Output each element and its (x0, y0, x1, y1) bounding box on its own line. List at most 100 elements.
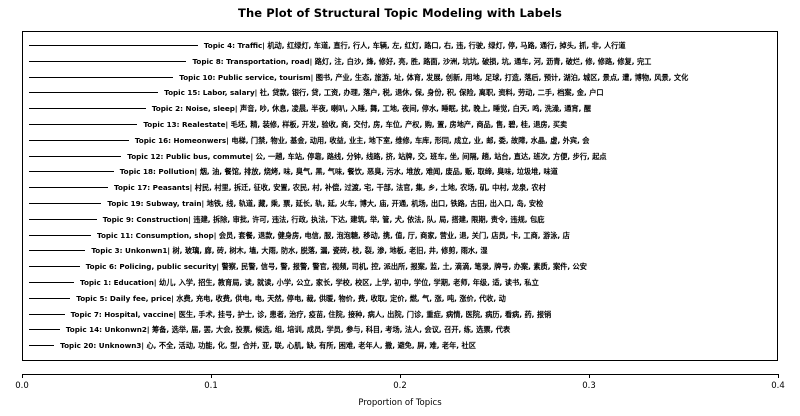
topic-keywords: 心, 不全, 活动, 功能, 化, 型, 合并, 亚, 联, 心肌, 缺, 有所… (146, 341, 476, 351)
topic-name: Topic 7: Hospital, vaccine| (70, 309, 179, 319)
topic-keywords: 水费, 充电, 收费, 供电, 电, 天然, 停电, 裁, 供暖, 物价, 费,… (176, 293, 506, 303)
topic-name: Topic 1: Education| (80, 278, 160, 287)
topic-row-label: Topic 20: Unknown3| 心, 不全, 活动, 功能, 化, 型,… (60, 338, 476, 353)
topic-keywords: 村民, 村里, 拆迁, 征收, 安置, 农民, 村, 补偿, 过渡, 宅, 干部… (194, 183, 546, 193)
topic-name: Topic 6: Policing, public security| (85, 262, 222, 272)
topic-row-label: Topic 4: Traffic| 机动, 红绿灯, 车道, 直行, 行人, 车… (204, 38, 626, 53)
topic-row: Topic 6: Policing, public security| 警察, … (23, 259, 777, 274)
topic-proportion-line (29, 313, 65, 315)
topic-proportion-line (29, 329, 60, 331)
x-axis-tick (778, 374, 779, 378)
topic-proportion-line (29, 108, 146, 110)
topic-row-label: Topic 7: Hospital, vaccine| 医生, 手术, 挂号, … (71, 307, 552, 322)
topic-keywords: 筹备, 选举, 届, 罢, 大会, 投票, 候选, 组, 培训, 成员, 学员,… (151, 325, 511, 335)
topic-row: Topic 13: Realestate| 毛坯, 精, 装修, 样板, 开发,… (23, 117, 777, 132)
topic-row: Topic 8: Transportation, road| 路灯, 注, 白沙… (23, 54, 777, 69)
topic-row-label: Topic 13: Realestate| 毛坯, 精, 装修, 样板, 开发,… (143, 117, 567, 132)
topic-row: Topic 18: Pollution| 烟, 油, 餐馆, 排放, 烧烤, 味… (23, 164, 777, 179)
topic-row: Topic 2: Noise, sleep| 声音, 吵, 休息, 凌晨, 半夜… (23, 101, 777, 116)
topic-proportion-line (29, 282, 75, 283)
topic-proportion-line (29, 45, 198, 46)
topic-keywords: 声音, 吵, 休息, 凌晨, 半夜, 喇叭, 入睡, 舞, 工地, 夜间, 停水… (240, 104, 592, 114)
topic-keywords: 警察, 民警, 信号, 警, 报警, 警官, 视频, 司机, 控, 派出所, 报… (221, 262, 587, 272)
x-axis-tick (22, 374, 23, 378)
topic-keywords: 公, 一趟, 车站, 停靠, 路线, 分钟, 线路, 挤, 站牌, 交, 班车,… (255, 151, 607, 161)
topic-name: Topic 20: Unknown3| (60, 341, 147, 351)
x-axis-tick (400, 374, 401, 378)
topic-keywords: 机动, 红绿灯, 车道, 直行, 行人, 车辆, 左, 红灯, 路口, 右, 违… (267, 41, 626, 50)
topic-row-label: Topic 15: Labor, salary| 社, 贷款, 银行, 贷, 工… (164, 85, 603, 100)
topic-row: Topic 5: Daily fee, price| 水费, 充电, 收费, 供… (23, 291, 777, 306)
topic-keywords: 树, 玻璃, 廊, 砖, 树木, 墙, 大雨, 防水, 脱落, 漏, 瓷砖, 枝… (172, 246, 488, 256)
topic-proportion-line (29, 297, 71, 299)
topic-proportion-line (29, 203, 102, 204)
topic-name: Topic 3: Unkonwn1| (91, 246, 173, 256)
topic-proportion-line (29, 76, 174, 78)
topic-keywords: 毛坯, 精, 装修, 样板, 开发, 验收, 商, 交付, 房, 车位, 产权,… (230, 120, 568, 129)
topic-proportion-line (29, 139, 129, 141)
topic-row-label: Topic 12: Public bus, commute| 公, 一趟, 车站… (127, 149, 606, 164)
topic-proportion-line (29, 234, 92, 236)
topic-keywords: 社, 贷款, 银行, 贷, 工资, 办理, 落户, 税, 退休, 保, 身份, … (259, 88, 604, 98)
x-axis-tick (589, 374, 590, 378)
topic-row-label: Topic 19: Subway, train| 地铁, 线, 轨道, 藏, 乘… (107, 196, 543, 211)
plot-frame: Topic 4: Traffic| 机动, 红绿灯, 车道, 直行, 行人, 车… (22, 31, 778, 361)
topic-name: Topic 4: Traffic| (203, 41, 268, 50)
topic-row: Topic 1: Education| 幼儿, 入学, 招生, 教育局, 读, … (23, 275, 777, 290)
topic-row: Topic 20: Unknown3| 心, 不全, 活动, 功能, 化, 型,… (23, 338, 777, 353)
topic-keywords: 路灯, 注, 白沙, 烽, 修好, 亮, 胜, 路面, 沙洲, 坑坑, 破损, … (314, 56, 652, 66)
topic-keywords: 违建, 拆除, 审批, 许可, 违法, 行政, 执法, 下达, 建筑, 举, 管… (193, 214, 545, 224)
topic-name: Topic 10: Public service, tourism| (179, 72, 316, 82)
topic-name: Topic 16: Homeonwers| (134, 135, 232, 145)
topic-proportion-line (29, 60, 187, 62)
topic-row-label: Topic 11: Consumption, shop| 会员, 套餐, 退款,… (97, 228, 570, 243)
x-axis-tick-label: 0.1 (204, 381, 218, 391)
topic-keywords: 幼儿, 入学, 招生, 教育局, 读, 就读, 小学, 公立, 家长, 学校, … (159, 278, 539, 287)
topic-row-label: Topic 10: Public service, tourism| 图书, 产… (179, 70, 688, 85)
topic-proportion-line (29, 218, 97, 220)
topic-keywords: 会员, 套餐, 退款, 健身房, 电信, 服, 泡泡糖, 移动, 携, 值, 厅… (218, 230, 570, 240)
topic-proportion-line (29, 92, 159, 94)
x-axis-tick-label: 0.4 (771, 381, 785, 391)
topic-keywords: 图书, 产业, 生态, 旅游, 址, 体育, 发展, 创新, 用地, 足球, 打… (315, 72, 689, 82)
topic-keywords: 地铁, 线, 轨道, 藏, 乘, 票, 延长, 轨, 延, 火车, 博大, 庙,… (206, 199, 544, 208)
topic-name: Topic 13: Realestate| (143, 120, 231, 129)
topic-proportion-line (29, 124, 138, 125)
topic-row: Topic 19: Subway, train| 地铁, 线, 轨道, 藏, 乘… (23, 196, 777, 211)
topic-row-label: Topic 3: Unkonwn1| 树, 玻璃, 廊, 砖, 树木, 墙, 大… (91, 243, 487, 258)
x-axis-label: Proportion of Topics (358, 398, 442, 408)
topic-row-label: Topic 14: Unkonwn2| 筹备, 选举, 届, 罢, 大会, 投票… (66, 322, 510, 337)
topic-row-label: Topic 8: Transportation, road| 路灯, 注, 白沙… (192, 54, 651, 69)
topic-row: Topic 3: Unkonwn1| 树, 玻璃, 廊, 砖, 树木, 墙, 大… (23, 243, 777, 258)
x-axis-tick-label: 0.2 (393, 381, 407, 391)
topic-row: Topic 10: Public service, tourism| 图书, 产… (23, 70, 777, 85)
topic-row-label: Topic 1: Education| 幼儿, 入学, 招生, 教育局, 读, … (80, 275, 539, 290)
topic-row-label: Topic 16: Homeonwers| 电梯, 门禁, 物业, 基金, 动用… (135, 133, 590, 148)
topic-proportion-line (29, 187, 109, 189)
topic-name: Topic 19: Subway, train| (107, 199, 207, 208)
topic-name: Topic 5: Daily fee, price| (76, 293, 177, 303)
topic-row: Topic 17: Peasants| 村民, 村里, 拆迁, 征收, 安置, … (23, 180, 777, 195)
topic-row: Topic 4: Traffic| 机动, 红绿灯, 车道, 直行, 行人, 车… (23, 38, 777, 53)
topic-row-label: Topic 18: Pollution| 烟, 油, 餐馆, 排放, 烧烤, 味… (120, 164, 558, 179)
topic-name: Topic 9: Construction| (102, 214, 194, 224)
topic-proportion-line (29, 171, 114, 173)
topic-proportion-line (29, 250, 86, 252)
topic-row-label: Topic 5: Daily fee, price| 水费, 充电, 收费, 供… (76, 291, 506, 306)
topic-name: Topic 12: Public bus, commute| (127, 151, 256, 161)
topic-rows: Topic 4: Traffic| 机动, 红绿灯, 车道, 直行, 行人, 车… (23, 32, 777, 360)
topic-row-label: Topic 9: Construction| 违建, 拆除, 审批, 许可, 违… (103, 212, 545, 227)
topic-row-label: Topic 2: Noise, sleep| 声音, 吵, 休息, 凌晨, 半夜… (152, 101, 591, 116)
topic-row: Topic 11: Consumption, shop| 会员, 套餐, 退款,… (23, 228, 777, 243)
topic-row-label: Topic 6: Policing, public security| 警察, … (86, 259, 587, 274)
topic-row: Topic 9: Construction| 违建, 拆除, 审批, 许可, 违… (23, 212, 777, 227)
x-axis-tick-label: 0.0 (15, 381, 29, 391)
topic-row: Topic 15: Labor, salary| 社, 贷款, 银行, 贷, 工… (23, 85, 777, 100)
topic-name: Topic 11: Consumption, shop| (97, 230, 219, 240)
topic-row: Topic 12: Public bus, commute| 公, 一趟, 车站… (23, 149, 777, 164)
topic-name: Topic 17: Peasants| (114, 183, 195, 193)
x-axis-tick (211, 374, 212, 378)
topic-name: Topic 8: Transportation, road| (192, 56, 315, 66)
topic-name: Topic 2: Noise, sleep| (151, 104, 241, 114)
